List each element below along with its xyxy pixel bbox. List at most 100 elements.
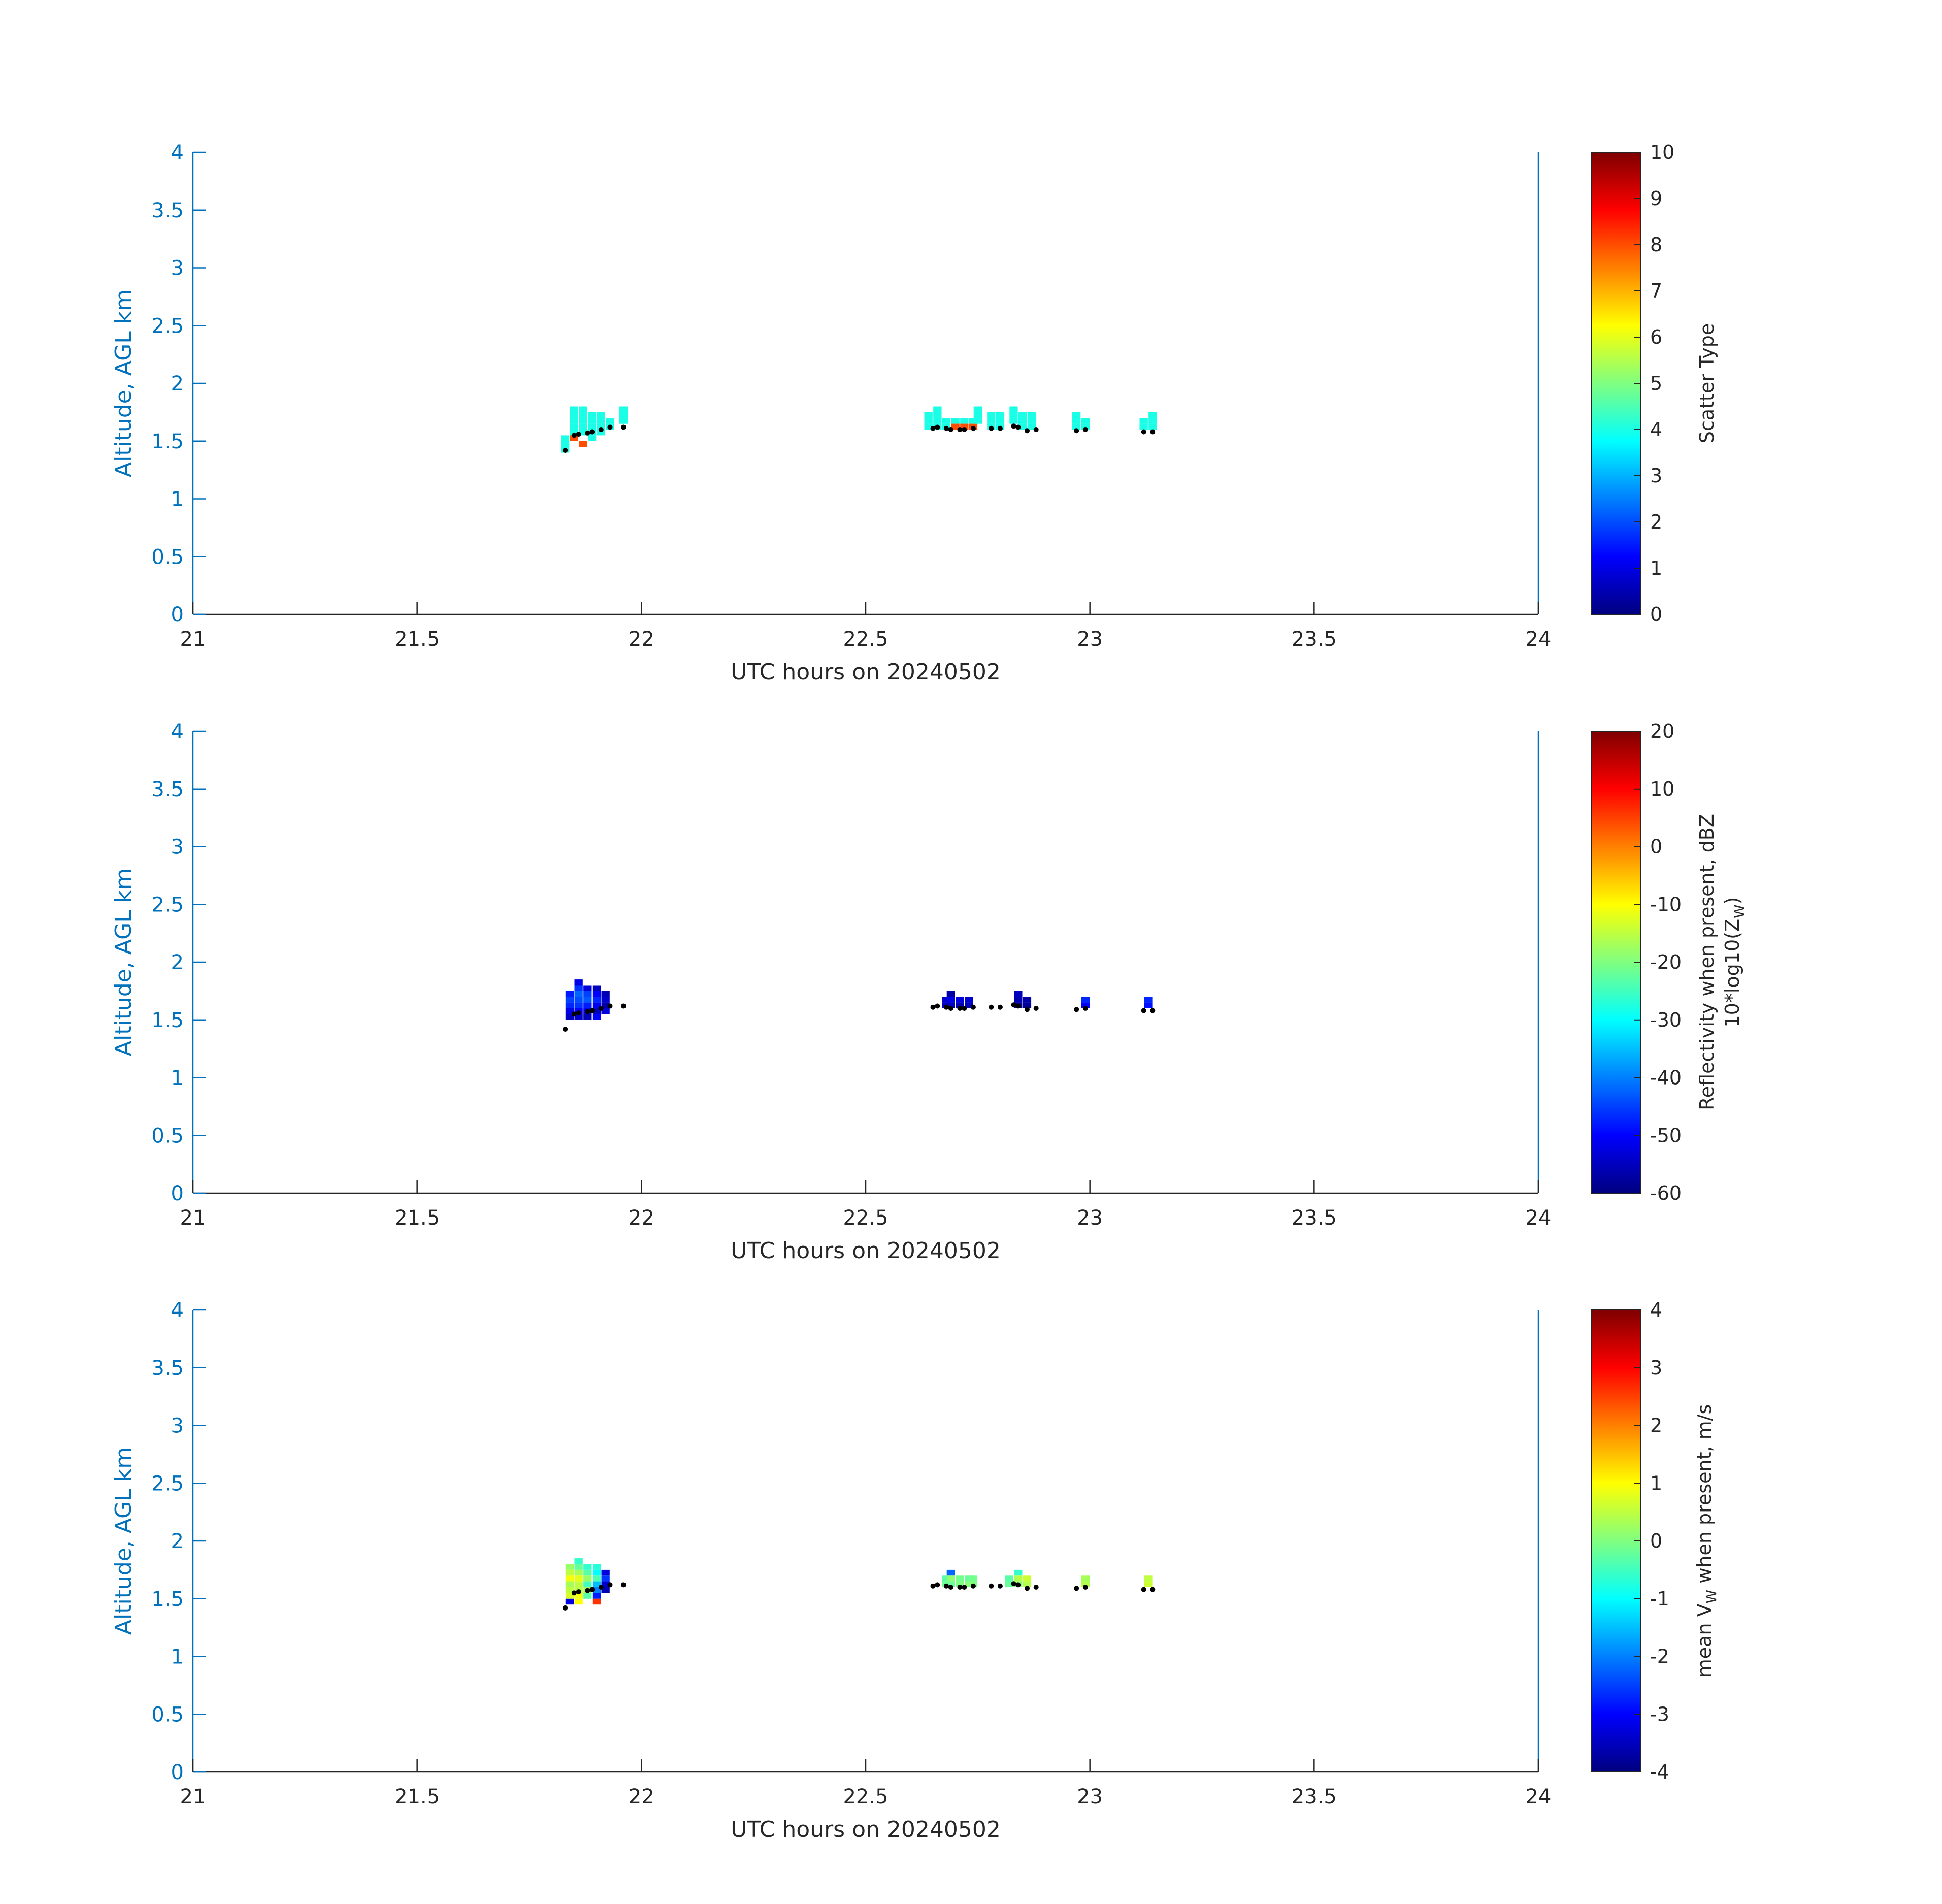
colorbar-tick-label: 20 <box>1650 720 1674 742</box>
colorbar-label-text: ) <box>1721 897 1743 904</box>
colorbar-label-subscript: W <box>1731 904 1748 918</box>
heatmap-cell <box>565 1014 574 1020</box>
heatmap-cell <box>933 406 942 412</box>
cloud-base-point <box>576 432 581 437</box>
x-tick-label: 21 <box>180 1206 206 1230</box>
colorbar-tick-label: 0 <box>1650 603 1662 626</box>
colorbar-label-subscript: W <box>1703 1590 1720 1604</box>
cloud-base-point <box>621 424 626 430</box>
cloud-base-point <box>1033 1585 1039 1590</box>
x-tick-label: 22.5 <box>843 1785 888 1809</box>
cloud-base-point <box>607 1582 613 1588</box>
x-tick-label: 22.5 <box>843 1206 888 1230</box>
cloud-base-point <box>989 425 994 431</box>
y-tick-label: 2.5 <box>151 893 184 916</box>
y-tick-label: 2 <box>171 1530 184 1553</box>
heatmap-cell <box>956 997 964 1003</box>
heatmap-cell <box>601 1569 610 1576</box>
x-tick-label: 21 <box>180 628 206 651</box>
cloud-base-point <box>998 1583 1003 1589</box>
cloud-base-point <box>935 424 940 430</box>
cloud-base-point <box>944 1004 949 1010</box>
x-tick-label: 21.5 <box>394 1206 440 1230</box>
heatmap-cell <box>579 406 587 412</box>
heatmap-cell <box>579 418 587 424</box>
y-tick-label: 2.5 <box>151 314 184 338</box>
heatmap-cell <box>597 412 605 418</box>
x-tick-label: 22 <box>629 1206 654 1230</box>
cloud-base-point <box>957 1006 963 1011</box>
heatmap-cell <box>565 1564 574 1570</box>
heatmap-cell <box>592 1587 601 1593</box>
y-tick-label: 4 <box>171 141 184 165</box>
heatmap-cell <box>570 430 578 436</box>
heatmap-cell <box>588 435 597 441</box>
cloud-base-point <box>962 1006 967 1011</box>
heatmap-cell <box>574 1558 583 1564</box>
heatmap-cell <box>965 1575 973 1582</box>
y-tick-label: 4 <box>171 720 184 743</box>
colorbar-tick-label: 7 <box>1650 280 1662 302</box>
colorbar-tick-label: 0 <box>1650 836 1662 858</box>
heatmap-cell <box>592 1014 601 1020</box>
heatmap-cell <box>565 1587 574 1593</box>
colorbar-tick-label: -2 <box>1650 1646 1669 1668</box>
cloud-base-point <box>944 1583 949 1589</box>
heatmap-cell <box>570 423 578 430</box>
y-tick-label: 1.5 <box>151 1009 184 1032</box>
colorbar-tick-label: 0 <box>1650 1530 1662 1552</box>
y-tick-label: 0 <box>171 1761 184 1784</box>
x-axis-label: UTC hours on 20240502 <box>731 1238 1001 1264</box>
x-tick-label: 21 <box>180 1785 206 1809</box>
cloud-base-point <box>1150 1587 1156 1592</box>
x-tick-label: 24 <box>1526 628 1552 651</box>
colorbar-tick-label: -30 <box>1650 1009 1682 1031</box>
heatmap-cell <box>574 991 583 997</box>
heatmap-cell <box>592 1598 601 1605</box>
heatmap-cell <box>601 1587 610 1593</box>
heatmap-cell <box>946 997 955 1003</box>
heatmap-cell <box>570 435 578 441</box>
heatmap-cell <box>951 423 960 430</box>
heatmap-cell <box>570 412 578 418</box>
cloud-base-point <box>962 1585 967 1590</box>
heatmap-cell <box>996 412 1005 418</box>
cloud-base-point <box>1141 1587 1146 1592</box>
y-tick-label: 2.5 <box>151 1472 184 1495</box>
x-tick-label: 23 <box>1077 1785 1103 1809</box>
cloud-base-point <box>1033 1006 1039 1011</box>
colorbar-tick-label: 6 <box>1650 326 1662 348</box>
heatmap-cell <box>565 1569 574 1576</box>
heatmap-cell <box>619 406 628 412</box>
colorbar-tick-label: -4 <box>1650 1761 1669 1783</box>
cloud-base-point <box>1033 427 1039 432</box>
y-tick-label: 0.5 <box>151 1124 184 1147</box>
colorbar-tick-label: 4 <box>1650 1299 1662 1321</box>
cloud-base-point <box>957 427 963 432</box>
cloud-base-point <box>598 1585 604 1590</box>
heatmap-cell <box>1072 418 1081 424</box>
x-tick-label: 22 <box>629 1785 654 1809</box>
heatmap-cell <box>606 418 614 424</box>
cloud-base-point <box>585 1009 590 1014</box>
cloud-base-point <box>989 1583 994 1589</box>
heatmap-cell <box>565 997 574 1003</box>
heatmap-cell <box>942 1575 951 1582</box>
colorbar-tick-label: -10 <box>1650 893 1682 915</box>
heatmap-cell <box>561 435 570 441</box>
heatmap-cell <box>946 1569 955 1576</box>
heatmap-cell <box>583 1575 592 1582</box>
cloud-base-point <box>1074 1007 1079 1012</box>
colorbar-tick-label: 10 <box>1650 778 1674 800</box>
heatmap-cell <box>583 1014 592 1020</box>
y-tick-label: 0 <box>171 603 184 627</box>
x-axis-label: UTC hours on 20240502 <box>731 1817 1001 1843</box>
y-tick-label: 0.5 <box>151 1703 184 1726</box>
heatmap-cell <box>601 1002 610 1008</box>
heatmap-cell <box>1144 1575 1153 1582</box>
heatmap-cell <box>583 991 592 997</box>
x-tick-label: 23.5 <box>1292 1206 1337 1230</box>
cloud-base-point <box>930 1583 936 1589</box>
